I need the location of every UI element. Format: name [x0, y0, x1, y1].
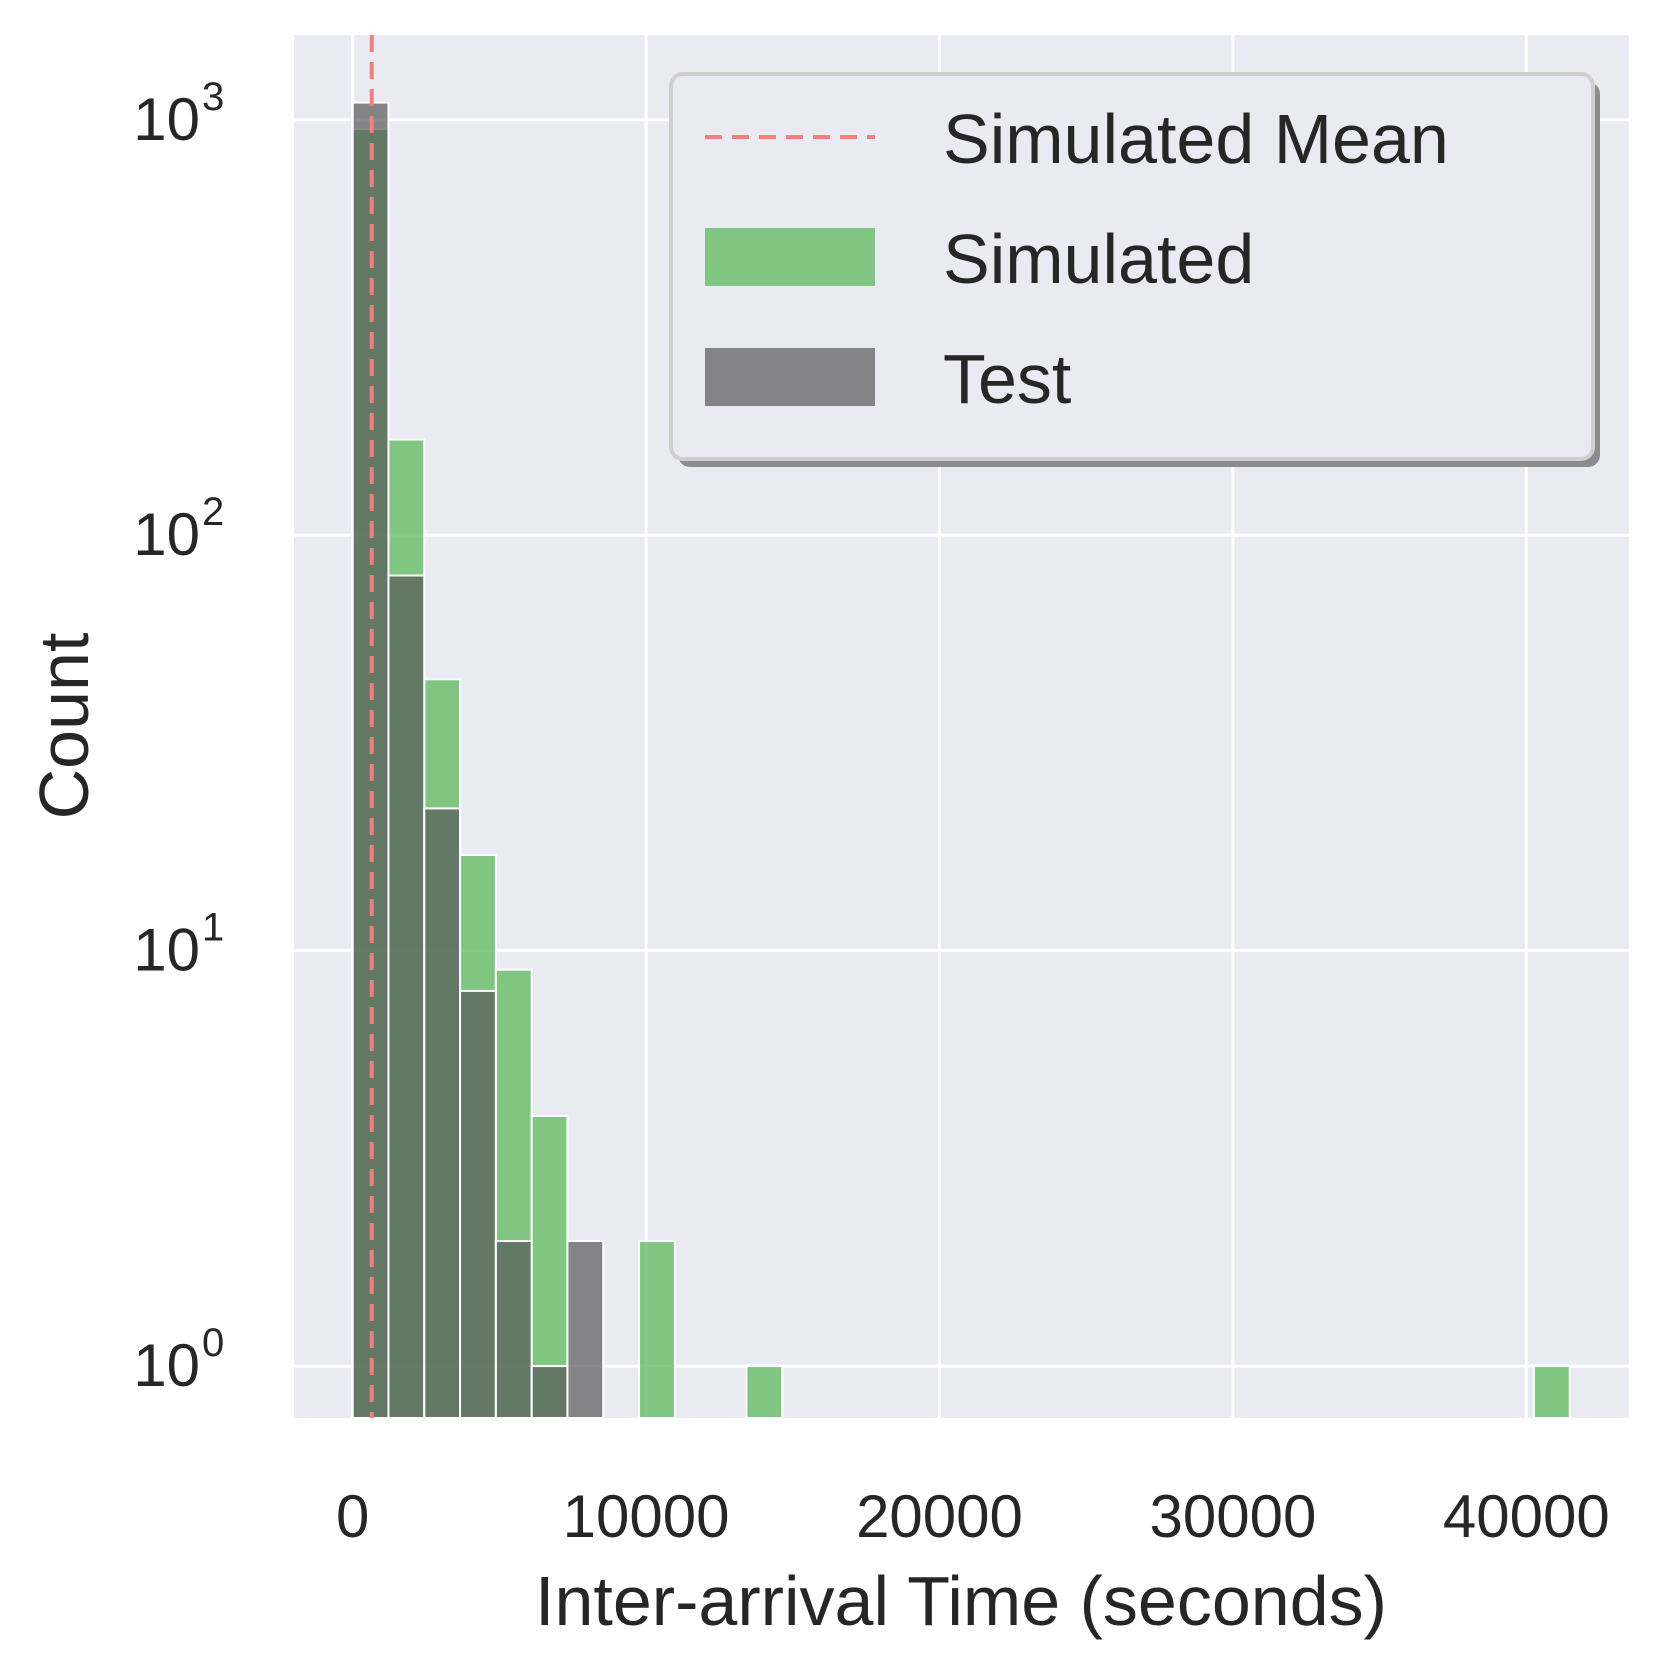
y-tick-exponent: 1: [202, 906, 224, 950]
x-tick-label: 20000: [856, 1483, 1023, 1550]
y-tick-exponent: 2: [202, 490, 224, 534]
legend-simulated-label: Simulated: [943, 220, 1254, 298]
histogram-bar: [423, 807, 462, 1419]
histogram-bar: [459, 989, 497, 1419]
y-axis-label: Count: [25, 633, 103, 820]
legend-test-swatch: [705, 348, 875, 406]
x-tick-label: 0: [336, 1483, 369, 1550]
x-tick-label: 40000: [1443, 1483, 1610, 1550]
x-tick-label: 10000: [563, 1483, 730, 1550]
x-tick-label: 30000: [1149, 1483, 1316, 1550]
y-tick-base: 10: [133, 86, 200, 153]
histogram-bar: [638, 1240, 676, 1420]
histogram-bar: [745, 1365, 784, 1419]
y-tick-label: 10 2: [133, 490, 224, 568]
y-tick-base: 10: [133, 501, 200, 568]
legend-mean-label: Simulated Mean: [943, 100, 1449, 178]
histogram-bar: [387, 574, 426, 1419]
legend-box: [669, 72, 1595, 461]
histogram-bar: [1532, 1365, 1571, 1419]
y-tick-label: 10 3: [133, 75, 224, 153]
y-tick-label: 10 0: [133, 1321, 224, 1399]
y-tick-base: 10: [133, 917, 200, 984]
histogram-bar: [530, 1365, 569, 1419]
y-tick-label: 10 1: [133, 906, 224, 984]
y-tick-exponent: 0: [202, 1321, 224, 1365]
legend: Simulated Mean Simulated Test: [669, 72, 1600, 467]
x-axis-label: Inter-arrival Time (seconds): [535, 1562, 1387, 1640]
legend-test-label: Test: [943, 340, 1071, 418]
histogram-bar: [566, 1240, 605, 1420]
histogram-bar: [351, 101, 390, 1419]
x-axis-ticks: 0 10000 20000 30000 40000: [336, 1483, 1610, 1550]
y-tick-base: 10: [133, 1332, 200, 1399]
histogram-bar: [494, 1240, 533, 1420]
legend-simulated-swatch: [705, 228, 875, 286]
y-tick-exponent: 3: [202, 75, 224, 119]
